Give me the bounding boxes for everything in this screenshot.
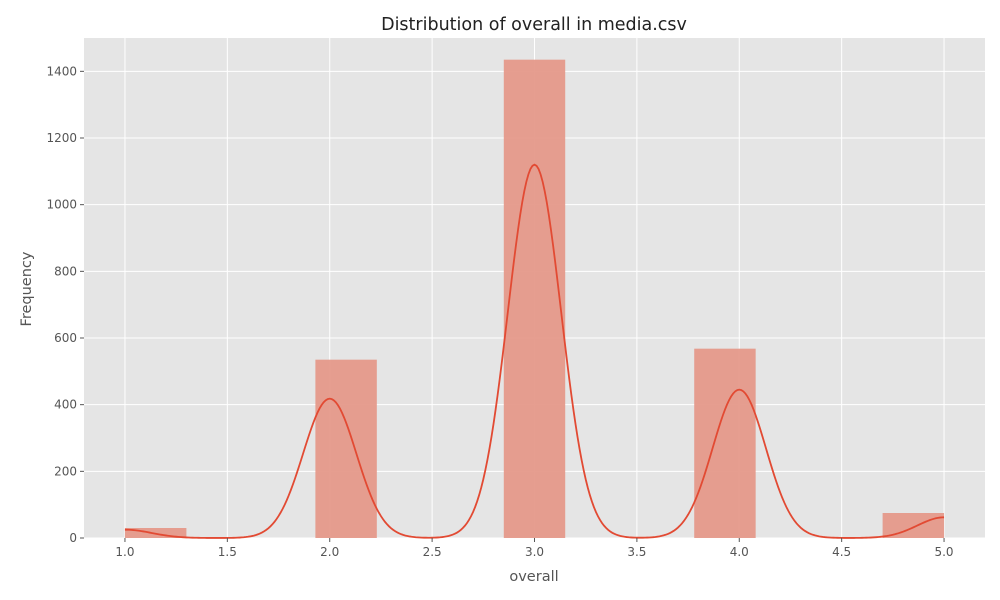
x-tick-label: 3.0	[525, 545, 544, 559]
y-tick-label: 1200	[46, 131, 77, 145]
axis-ticks: 1.0 1.5 2.0 2.5 3.0 3.5 4.0 4.5 5.0 0 200 400 600 800…	[46, 64, 953, 559]
y-tick-label: 400	[54, 398, 77, 412]
histogram-bar	[694, 348, 756, 538]
x-tick-label: 5.0	[934, 545, 953, 559]
x-tick-label: 1.0	[115, 545, 134, 559]
x-axis-label: overall	[509, 569, 558, 585]
y-tick-label: 200	[54, 464, 77, 478]
kde-curve	[124, 163, 945, 539]
histogram-bar	[315, 359, 377, 538]
x-tick-label: 1.5	[218, 545, 237, 559]
x-tick-label: 2.5	[423, 545, 442, 559]
y-tick-label: 0	[69, 531, 77, 545]
y-tick-label: 600	[54, 331, 77, 345]
x-tick-label: 4.5	[832, 545, 851, 559]
y-tick-label: 1400	[46, 64, 77, 78]
chart-title: Distribution of overall in media.csv	[381, 15, 687, 35]
y-tick-label: 800	[54, 264, 77, 278]
y-tick-label: 1000	[46, 198, 77, 212]
x-tick-label: 2.0	[320, 545, 339, 559]
histogram-bars	[124, 59, 945, 539]
histogram-bar	[503, 59, 566, 539]
x-tick-label: 4.0	[730, 545, 749, 559]
y-axis-label: Frequency	[19, 251, 35, 326]
x-tick-label: 3.5	[627, 545, 646, 559]
